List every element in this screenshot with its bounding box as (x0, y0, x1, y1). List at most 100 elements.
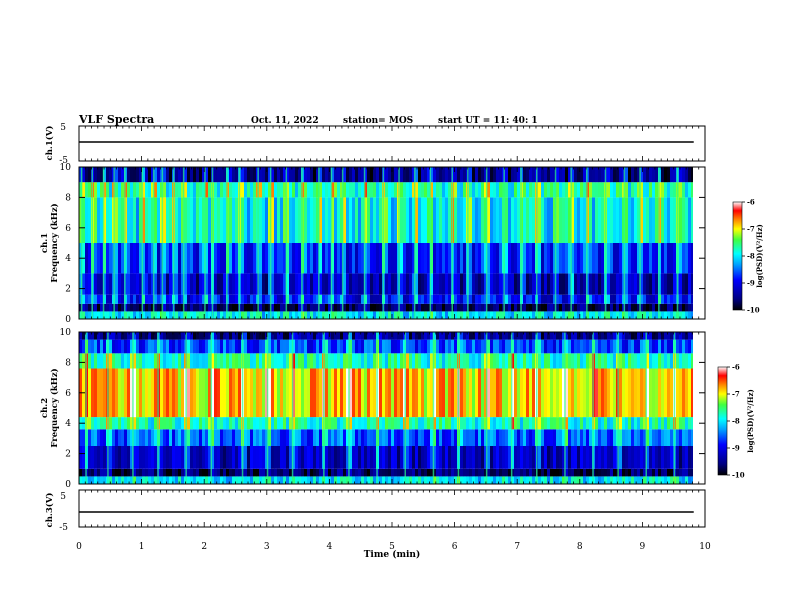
ch2-spectrogram-cell (154, 353, 158, 369)
ch1-spectrogram-cell (337, 197, 341, 243)
ch2-spectrogram-cell (298, 429, 302, 446)
ch1-spectrogram-column (289, 167, 293, 319)
ch2-spectrogram-column (214, 332, 218, 484)
ch2-spectrogram-cell (217, 332, 221, 340)
ch1-spectrogram-cell (151, 243, 155, 274)
ch2-spectrogram-cell (517, 368, 521, 418)
ch2-spectrogram-cell (223, 339, 227, 354)
ch2-spectrogram-cell (589, 446, 593, 469)
ch2-spectrogram-cell (412, 476, 416, 484)
ch2-spectrogram-cell (169, 332, 173, 340)
ch2-spectrogram-cell (145, 339, 149, 354)
ch2-spectrogram-column (574, 332, 578, 484)
ch2-spectrogram-cell (571, 429, 575, 446)
ch1-spectrogram-burst (363, 167, 366, 319)
ch1-spectrogram-cell (688, 182, 692, 198)
ch2-spectrogram-cell (487, 468, 491, 477)
ch1-colorbar-ticks: -6-7-8-9-10 (742, 198, 760, 315)
ch2-spectrogram-cell (334, 476, 338, 484)
ch2-spectrogram-cell (379, 429, 383, 446)
ch2-spectrogram-cell (421, 339, 425, 354)
ch1-spectrogram-cell (124, 303, 128, 312)
ch2-spectrogram-cell (664, 417, 668, 430)
ch1-spectrogram-cell (427, 182, 431, 198)
ch1-spectrogram-column (94, 167, 98, 319)
ch2-spectrogram-cell (334, 368, 338, 418)
ch2-spectrogram-cell (91, 368, 95, 418)
ch2-spectrogram-cell (520, 332, 524, 340)
ch2-spectrogram-cell (400, 417, 404, 430)
ch1-spectrogram-cell (472, 311, 476, 319)
ch2-spectrogram-cell (547, 468, 551, 477)
ch2-spectrogram-cell (571, 476, 575, 484)
ch1-spectrogram-image (79, 167, 693, 319)
ch2-spectrogram-cell (346, 332, 350, 340)
ch2-spectrogram-cell (502, 446, 506, 469)
ch1-spectrogram-cell (430, 294, 434, 304)
ch1-spectrogram-cell (469, 167, 473, 183)
ch2-spectrogram-cell (448, 417, 452, 430)
ch2-spectrogram-cell (271, 332, 275, 340)
ch1-spectrogram-cell (346, 311, 350, 319)
ch2-spectrogram-cell (682, 332, 686, 340)
ch2-spectrogram-cell (289, 429, 293, 446)
ch2-spectrogram-cell (577, 468, 581, 477)
ch1-spectrogram-cell (235, 311, 239, 319)
ch2-spectrogram-cell (583, 339, 587, 354)
ch2-spectrogram-cell (445, 429, 449, 446)
ch2-spectrogram-cell (313, 468, 317, 477)
ch1-spectrogram-cell (259, 303, 263, 312)
ch2-spectrogram-cell (667, 339, 671, 354)
ch1-spectrogram-cell (295, 273, 299, 295)
ch1-spectrogram-cell (244, 273, 248, 295)
ch2-spectrogram-cell (667, 417, 671, 430)
ch2-spectrogram-cell (442, 468, 446, 477)
ch1-spectrogram-cell (352, 294, 356, 304)
ch1-spectrogram-cell (511, 182, 515, 198)
ch1-spectrogram-cell (421, 311, 425, 319)
ch1-spectrogram-cell (151, 197, 155, 243)
ch1-voltage-tick-bottom: -5 (59, 156, 68, 166)
ch1-spectrogram-column (115, 167, 119, 319)
ch1-spectrogram-burst (382, 167, 385, 319)
ch2-spectrogram-cell (547, 368, 551, 418)
ch2-spectrogram-cell (91, 468, 95, 477)
ch1-spectrogram-cell (181, 197, 185, 243)
ch1-spectrogram-cell (334, 243, 338, 274)
ch1-spectrogram-cell (625, 311, 629, 319)
ch1-spectrogram-cell (208, 243, 212, 274)
ch2-spectrogram-column (256, 332, 260, 484)
ch1-spectrogram-cell (448, 294, 452, 304)
ch2-spectrogram-cell (496, 476, 500, 484)
ch1-spectrogram-burst (623, 167, 626, 319)
ch1-spectrogram-cell (379, 182, 383, 198)
ch1-spectrogram-cell (244, 303, 248, 312)
ch2-spectrogram-cell (595, 332, 599, 340)
ch1-spectrogram-cell (304, 182, 308, 198)
ch2-spectrogram-cell (451, 332, 455, 340)
ch2-spectrogram-cell (466, 476, 470, 484)
ch2-spectrogram-cell (256, 468, 260, 477)
ch2-spectrogram-cell (451, 429, 455, 446)
ch2-spectrogram-cell (325, 417, 329, 430)
ch2-spectrogram-cell (295, 476, 299, 484)
ch2-spectrogram-cell (580, 368, 584, 418)
ch2-spectrogram-cell (550, 332, 554, 340)
ch2-spectrogram-cell (280, 429, 284, 446)
ch1-spectrogram-cell (313, 273, 317, 295)
ch2-spectrogram-cell (550, 429, 554, 446)
ch1-spectrogram-cell (385, 303, 389, 312)
ch1-spectrogram-cell (478, 167, 482, 183)
ch1-spectrogram-cell (559, 294, 563, 304)
ch1-spectrogram-cell (115, 294, 119, 304)
ch2-spectrogram-cell (613, 353, 617, 369)
ch2-spectrogram-cell (643, 417, 647, 430)
ch2-spectrogram-cell (682, 446, 686, 469)
ch1-spectrogram-cell (574, 167, 578, 183)
ch1-spectrogram-cell (121, 167, 125, 183)
ch1-spectrogram-cell (100, 273, 104, 295)
ch1-spectrogram-cell (667, 243, 671, 274)
ch1-spectrogram-cell (475, 167, 479, 183)
ch1-spectrogram-cell (190, 182, 194, 198)
ch1-spectrogram-cell (163, 167, 167, 183)
